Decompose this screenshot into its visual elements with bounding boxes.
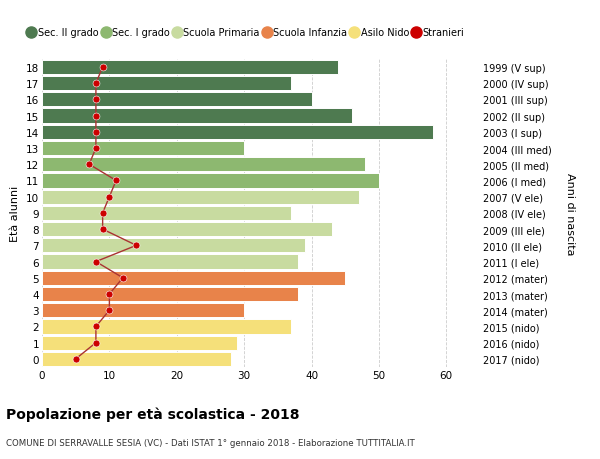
Point [91,339,101,347]
Bar [42,125,433,140]
Point [91,323,101,330]
Text: Popolazione per età scolastica - 2018: Popolazione per età scolastica - 2018 [6,406,299,421]
Bar [42,352,230,366]
Point [98,226,107,233]
Point [91,80,101,88]
Point [91,145,101,152]
Bar [42,336,238,350]
Point [85,161,94,168]
Bar [42,239,305,253]
Bar [42,190,359,204]
Legend: Sec. II grado, Sec. I grado, Scuola Primaria, Scuola Infanzia, Asilo Nido, Stran: Sec. II grado, Sec. I grado, Scuola Prim… [25,24,469,42]
Point [112,177,121,185]
Bar [42,109,352,123]
Text: COMUNE DI SERRAVALLE SESIA (VC) - Dati ISTAT 1° gennaio 2018 - Elaborazione TUTT: COMUNE DI SERRAVALLE SESIA (VC) - Dati I… [6,438,415,448]
Point [98,64,107,72]
Point [91,112,101,120]
Point [91,96,101,104]
Bar [42,271,345,285]
Point [91,258,101,266]
Point [91,129,101,136]
Bar [42,141,244,156]
Bar [42,206,292,221]
Point [104,291,114,298]
Bar [42,93,311,107]
Bar [42,287,298,302]
Point [98,210,107,217]
Point [104,194,114,201]
Bar [42,158,365,172]
Point [131,242,141,250]
Bar [42,61,338,75]
Bar [42,174,379,188]
Bar [42,319,292,334]
Point [104,307,114,314]
Point [118,274,128,282]
Point [71,355,80,363]
Bar [42,255,298,269]
Y-axis label: Anni di nascita: Anni di nascita [565,172,575,255]
Bar [42,77,292,91]
Y-axis label: Età alunni: Età alunni [10,185,20,241]
Bar [42,223,332,237]
Bar [42,303,244,318]
